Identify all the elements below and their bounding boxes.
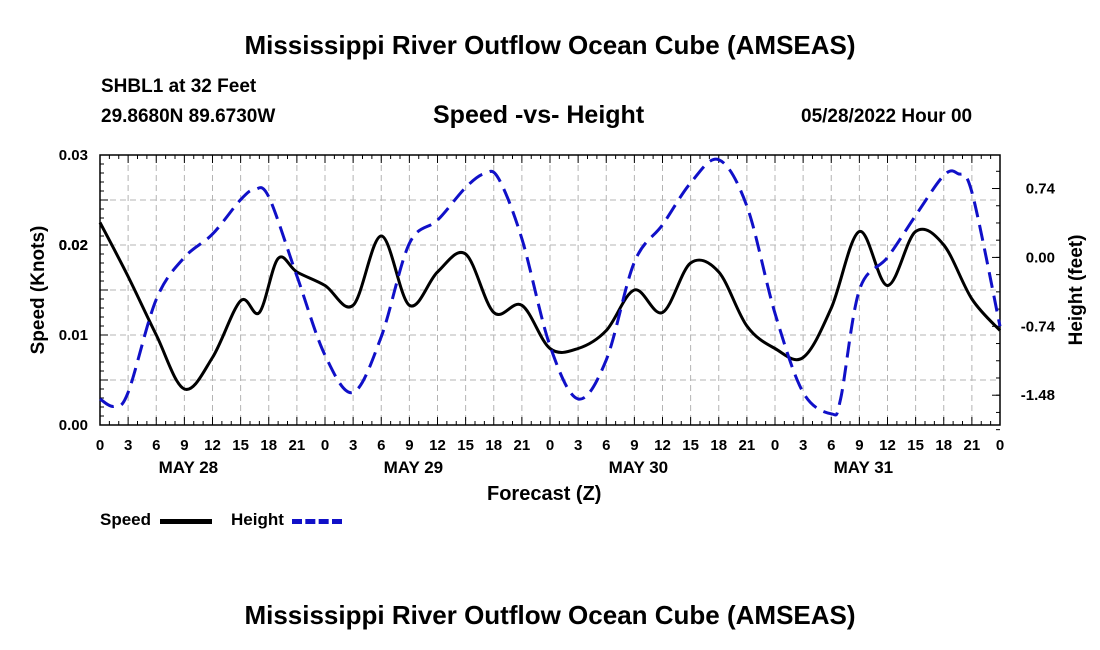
x-tick-label: 3: [349, 437, 357, 454]
legend-speed-swatch: [160, 519, 212, 524]
x-tick-label: 18: [260, 437, 277, 454]
x-tick-label: 15: [682, 437, 699, 454]
y-tick-label: 0.03: [59, 147, 88, 164]
x-tick-label: 18: [935, 437, 952, 454]
plot-frame: [99, 154, 1001, 426]
y2-tick-label: -0.74: [1021, 318, 1056, 335]
x-tick-label: 21: [739, 437, 756, 454]
x-tick-label: 6: [377, 437, 385, 454]
chart-subtitle: Speed -vs- Height: [433, 101, 645, 129]
coordinates-label: 29.8680N 89.6730W: [101, 106, 276, 127]
day-label: MAY 30: [609, 458, 669, 477]
x-tick-label: 21: [289, 437, 306, 454]
height-series-line: [99, 157, 1002, 417]
x-tick-label: 12: [879, 437, 896, 454]
x-tick-label: 18: [710, 437, 727, 454]
x-tick-label: 9: [630, 437, 638, 454]
x-tick-label: 9: [405, 437, 413, 454]
station-label: SHBL1 at 32 Feet: [101, 76, 257, 97]
x-tick-label: 0: [321, 437, 329, 454]
x-tick-label: 0: [96, 437, 104, 454]
x-tick-label: 15: [457, 437, 474, 454]
legend-height-swatch: [292, 519, 342, 524]
x-tick-label: 6: [827, 437, 835, 454]
x-axis-label: Forecast (Z): [487, 483, 602, 505]
y-tick-label: 0.02: [59, 237, 88, 254]
y-tick-label: 0.02: [59, 237, 88, 254]
x-tick-label: 12: [204, 437, 221, 454]
footer-title: Mississippi River Outflow Ocean Cube (AM…: [244, 600, 856, 630]
y-axis-label: Speed (Knots): [28, 226, 49, 355]
x-tick-label: 21: [964, 437, 981, 454]
day-label: MAY 28: [159, 458, 219, 477]
x-tick-label: 3: [124, 437, 132, 454]
x-tick-label: 3: [574, 437, 582, 454]
x-tick-label: 12: [429, 437, 446, 454]
y2-tick-label: -1.48: [1021, 387, 1055, 404]
y-tick-label: 0.01: [59, 327, 88, 344]
y-tick-label: 0.02: [59, 237, 88, 254]
x-tick-label: 0: [771, 437, 779, 454]
x-tick-label: 9: [855, 437, 863, 454]
speed-series-line: [98, 221, 1002, 391]
x-tick-label: 0: [996, 437, 1004, 454]
y2-tick-label: 0.00: [1026, 249, 1055, 266]
x-tick-label: 3: [799, 437, 807, 454]
x-tick-label: 9: [180, 437, 188, 454]
datetime-label: 05/28/2022 Hour 00: [801, 106, 973, 127]
x-tick-label: 12: [654, 437, 671, 454]
x-tick-label: 6: [602, 437, 610, 454]
x-tick-label: 21: [514, 437, 531, 454]
x-tick-label: 6: [152, 437, 160, 454]
x-tick-label: 0: [546, 437, 554, 454]
y2-tick-label: 0.74: [1026, 181, 1056, 198]
y-tick-label: 0.00: [59, 417, 88, 434]
x-tick-label: 18: [485, 437, 502, 454]
chart-title: Mississippi River Outflow Ocean Cube (AM…: [244, 30, 856, 60]
x-tick-label: 15: [907, 437, 924, 454]
x-tick-label: 15: [232, 437, 249, 454]
legend-height-label: Height: [231, 510, 284, 529]
day-label: MAY 29: [384, 458, 444, 477]
legend-speed-label: Speed: [100, 510, 152, 529]
y2-axis-label: Height (feet): [1066, 235, 1087, 346]
day-label: MAY 31: [834, 458, 894, 477]
